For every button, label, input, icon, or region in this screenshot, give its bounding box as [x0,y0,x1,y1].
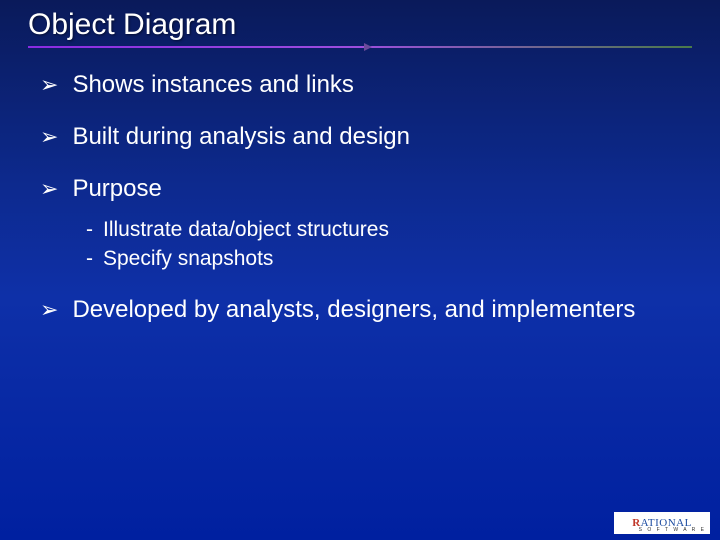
slide: Object Diagram ➢ Shows instances and lin… [0,0,720,540]
bullet-text: Shows instances and links [72,70,680,100]
dash-icon: - [86,245,93,272]
bullet-text: Developed by analysts, designers, and im… [72,295,680,325]
bullet-text: Built during analysis and design [72,122,680,152]
title-underline [28,46,692,48]
bullet-item: ➢ Purpose [40,174,680,204]
title-area: Object Diagram [0,0,720,48]
sub-bullet-item: - Illustrate data/object structures [86,216,680,243]
sub-bullet-text: Illustrate data/object structures [103,216,389,243]
arrow-icon: ➢ [40,122,58,152]
sub-bullet-item: - Specify snapshots [86,245,680,272]
sub-bullet-group: - Illustrate data/object structures - Sp… [86,216,680,273]
slide-title: Object Diagram [28,8,692,42]
slide-content: ➢ Shows instances and links ➢ Built duri… [0,48,720,325]
logo-subtext: S O F T W A R E [639,527,706,533]
arrow-icon: ➢ [40,70,58,100]
rational-logo: RATIONAL S O F T W A R E [614,512,710,534]
arrow-icon: ➢ [40,174,58,204]
bullet-text: Purpose [72,174,680,204]
dash-icon: - [86,216,93,243]
sub-bullet-text: Specify snapshots [103,245,273,272]
bullet-item: ➢ Developed by analysts, designers, and … [40,295,680,325]
arrow-icon: ➢ [40,295,58,325]
bullet-item: ➢ Shows instances and links [40,70,680,100]
bullet-item: ➢ Built during analysis and design [40,122,680,152]
